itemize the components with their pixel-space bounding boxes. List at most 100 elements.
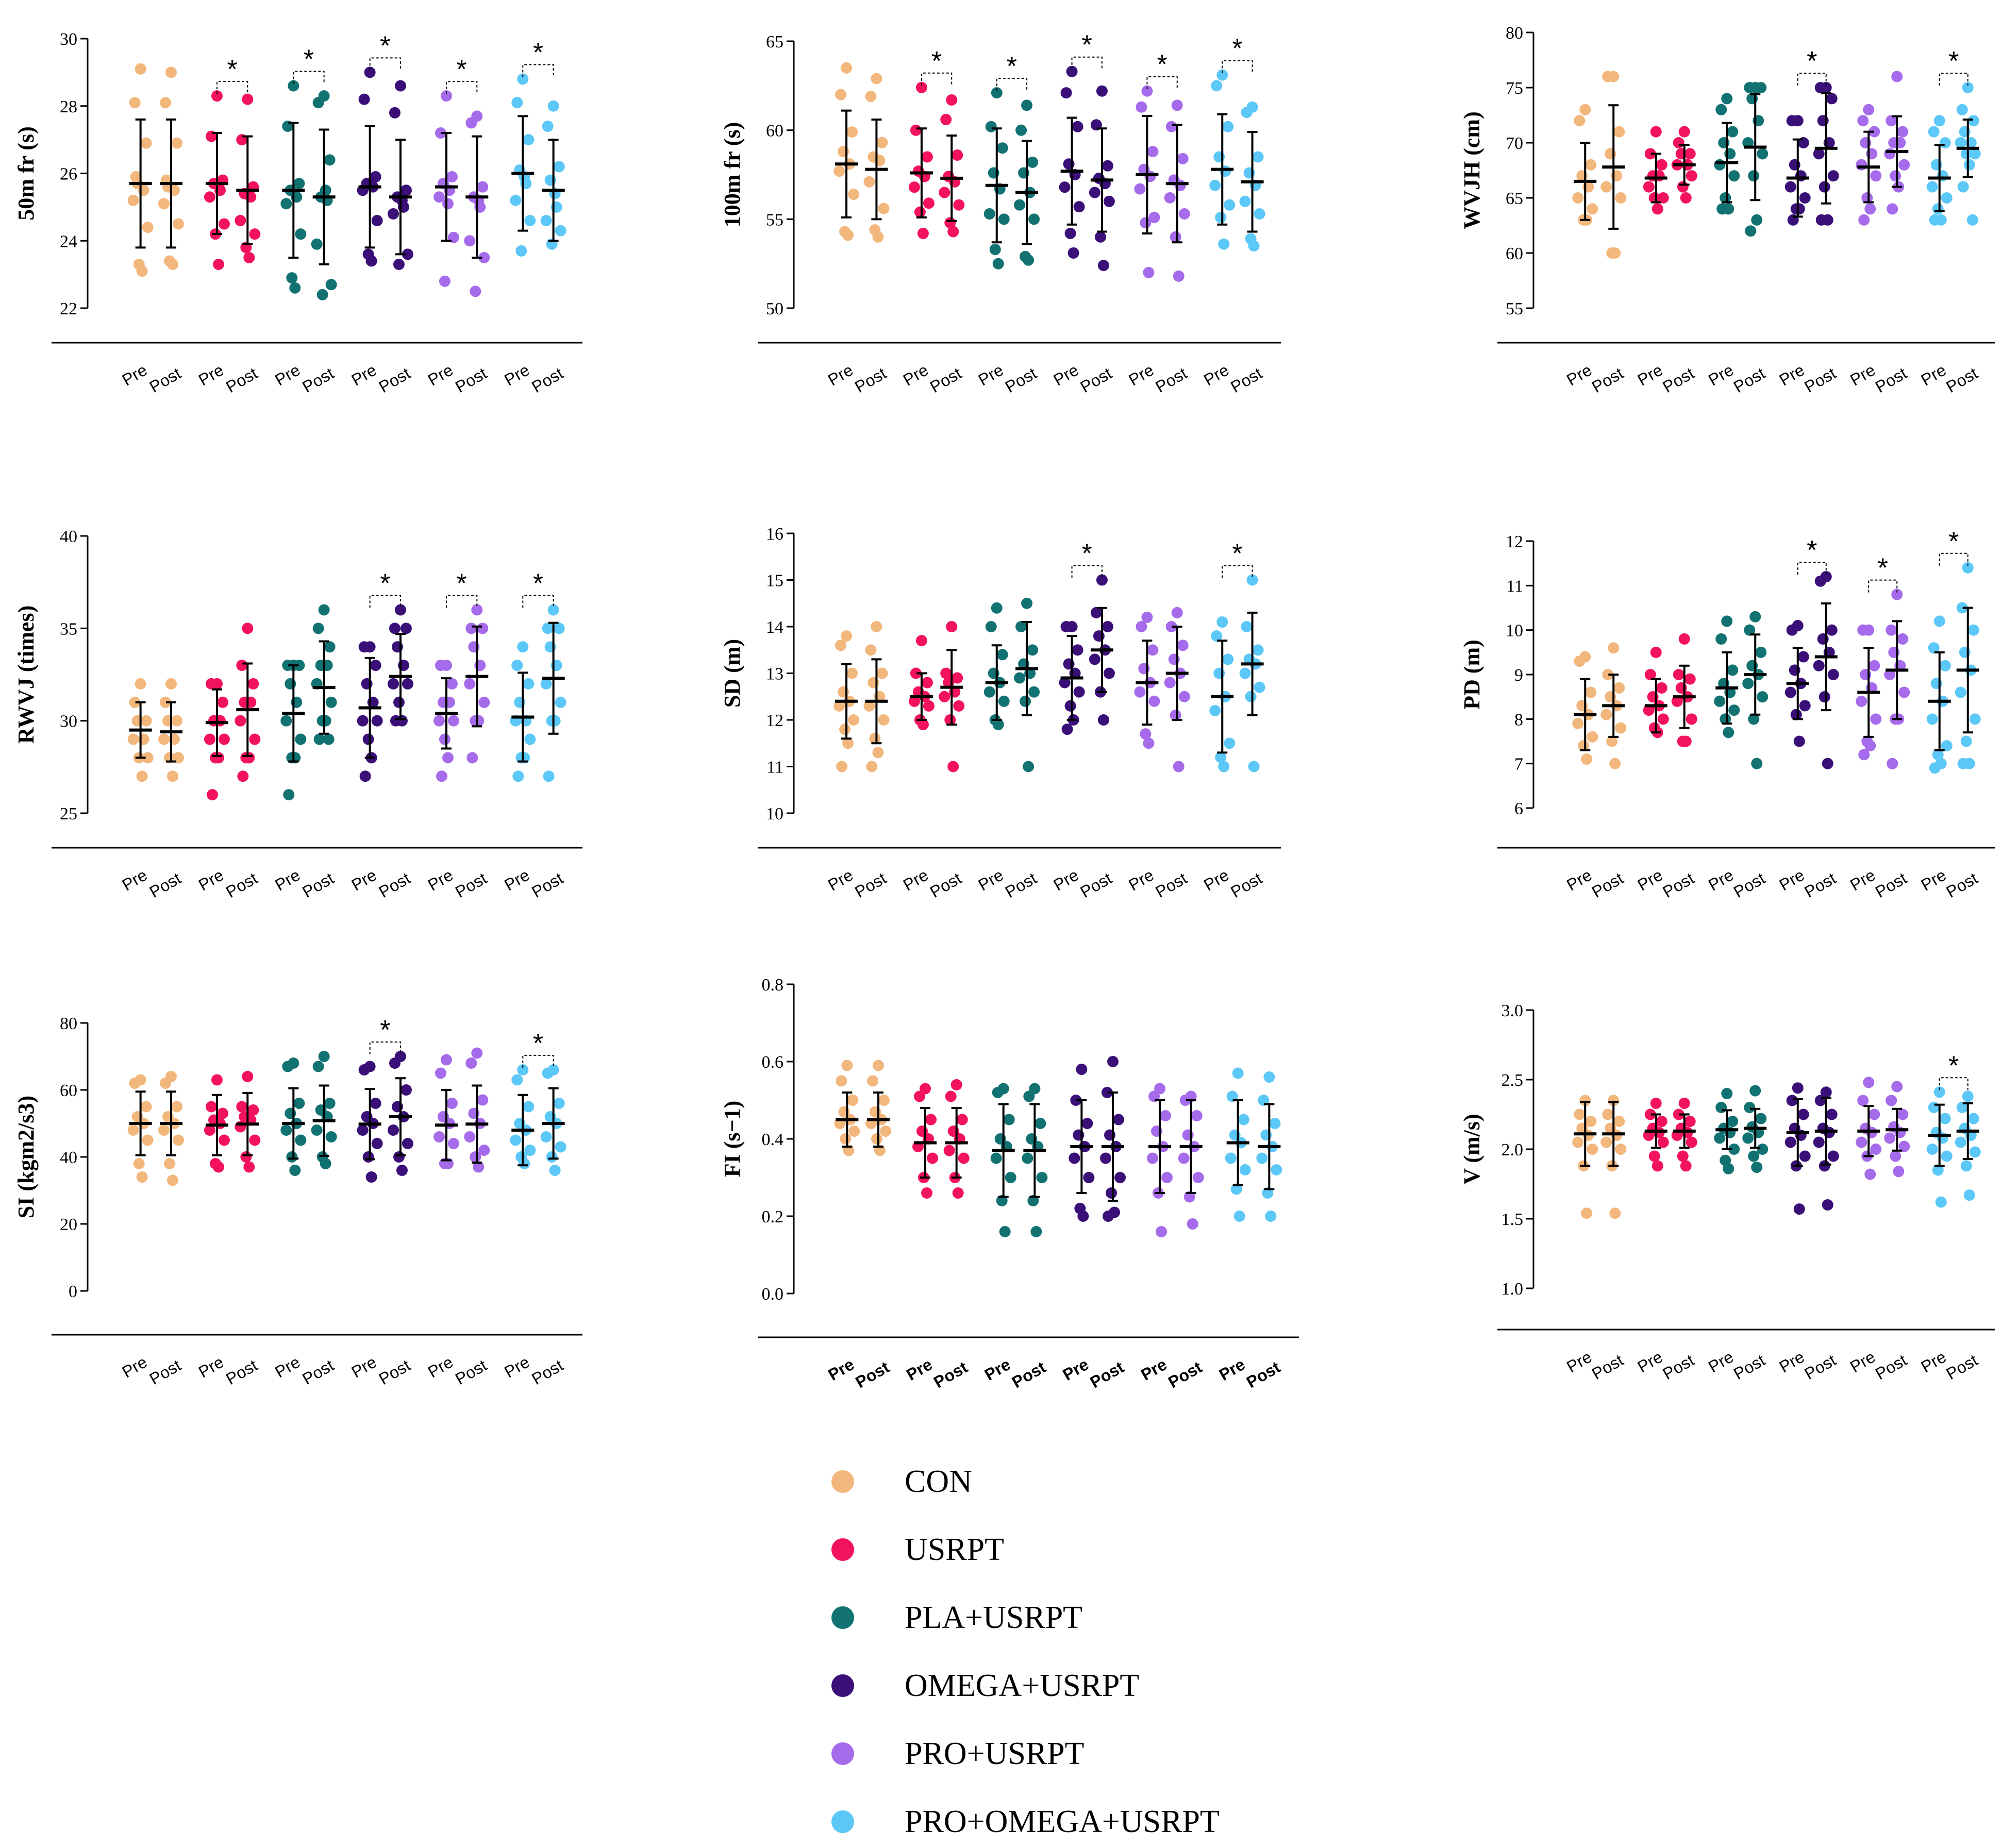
data-point — [1613, 1116, 1625, 1127]
series-pla-usrpt-pre — [280, 80, 307, 294]
data-point — [1579, 1095, 1591, 1106]
data-point — [212, 752, 224, 764]
series-pro-omega-usrpt-post — [1955, 562, 1981, 769]
data-point — [465, 1057, 477, 1069]
data-point — [872, 231, 884, 243]
series-pro-usrpt-post — [1164, 99, 1190, 282]
data-point — [1265, 1211, 1277, 1222]
significance-star: * — [1082, 539, 1092, 569]
data-point — [1218, 761, 1230, 772]
data-point — [1857, 115, 1869, 127]
data-point — [1572, 717, 1584, 729]
bracket-line — [522, 1055, 554, 1068]
data-point — [1744, 82, 1756, 93]
y-axis-title: FI (s−1) — [720, 1101, 745, 1178]
data-point — [939, 187, 950, 198]
data-point — [835, 640, 847, 651]
data-point — [547, 604, 559, 616]
data-point — [540, 1131, 552, 1143]
data-point — [471, 604, 483, 616]
significance-star: * — [457, 568, 467, 598]
data-point — [914, 1090, 926, 1102]
data-point — [863, 700, 875, 712]
data-point — [1067, 247, 1079, 259]
data-point — [944, 217, 956, 229]
data-point — [1248, 761, 1260, 772]
significance-bracket: * — [1222, 34, 1253, 73]
data-point — [873, 1060, 885, 1071]
significance-star: * — [1157, 50, 1167, 80]
data-point — [1014, 672, 1026, 684]
data-point — [1686, 170, 1697, 182]
bracket-line — [1146, 76, 1178, 89]
data-point — [1886, 1095, 1897, 1106]
data-point — [1069, 1152, 1080, 1164]
data-point — [247, 678, 259, 690]
data-point — [1239, 195, 1251, 207]
data-point — [1097, 714, 1109, 726]
data-point — [542, 1067, 554, 1079]
data-point — [1815, 214, 1827, 226]
series-con-post — [158, 1071, 184, 1186]
data-point — [1969, 1146, 1981, 1158]
data-point — [865, 644, 877, 656]
data-point — [1819, 691, 1830, 703]
data-point — [1222, 653, 1234, 665]
data-point — [523, 1101, 535, 1113]
data-point — [140, 715, 152, 727]
y-tick-label: 3.0 — [1502, 1001, 1524, 1020]
series-con-pre — [833, 62, 860, 241]
bracket-line — [1071, 56, 1103, 70]
data-point — [478, 696, 490, 708]
data-point — [1870, 170, 1882, 182]
data-point — [1755, 646, 1767, 658]
data-point — [848, 1125, 860, 1137]
data-point — [1134, 686, 1146, 698]
y-tick-label: 2.5 — [1502, 1071, 1524, 1090]
data-point — [295, 228, 307, 240]
data-point — [371, 215, 383, 227]
data-point — [324, 154, 336, 166]
y-tick-label: 40 — [60, 1148, 77, 1167]
data-point — [1648, 1150, 1660, 1162]
data-point — [510, 194, 522, 206]
data-point — [464, 678, 476, 690]
series-con-post — [158, 678, 184, 782]
series-con-pre — [127, 678, 154, 782]
data-point — [910, 667, 922, 679]
data-point — [1107, 1056, 1119, 1067]
data-point — [1651, 203, 1663, 215]
y-tick-label: 12 — [1506, 532, 1523, 551]
data-point — [1136, 101, 1147, 113]
data-point — [283, 789, 295, 801]
significance-star: * — [533, 38, 543, 68]
data-point — [1241, 107, 1253, 119]
series-pro-usrpt-pre — [433, 90, 459, 287]
data-point — [464, 1131, 476, 1143]
data-point — [833, 700, 845, 712]
data-point — [1858, 749, 1870, 761]
series-pla-usrpt-post — [1014, 597, 1040, 772]
data-point — [1933, 615, 1945, 627]
data-point — [1615, 192, 1627, 204]
data-point — [1786, 624, 1798, 636]
series-omega-usrpt-pre — [1069, 1064, 1095, 1222]
data-point — [158, 1124, 170, 1136]
data-point — [1252, 644, 1264, 656]
data-point — [1748, 1150, 1760, 1162]
data-point — [1177, 640, 1189, 651]
y-tick-label: 55 — [766, 210, 783, 229]
data-point — [1572, 1136, 1584, 1148]
data-point — [956, 1114, 968, 1125]
series-pro-omega-usrpt-post — [1256, 1071, 1282, 1222]
data-point — [1898, 686, 1910, 698]
data-point — [1256, 1152, 1268, 1164]
data-point — [1216, 616, 1228, 628]
data-point — [1271, 1164, 1282, 1175]
significance-bracket: * — [216, 55, 248, 94]
bracket-line — [445, 81, 478, 94]
data-point — [1023, 761, 1035, 772]
data-point — [841, 62, 853, 74]
data-point — [204, 1124, 215, 1136]
y-tick-label: 65 — [766, 32, 783, 52]
